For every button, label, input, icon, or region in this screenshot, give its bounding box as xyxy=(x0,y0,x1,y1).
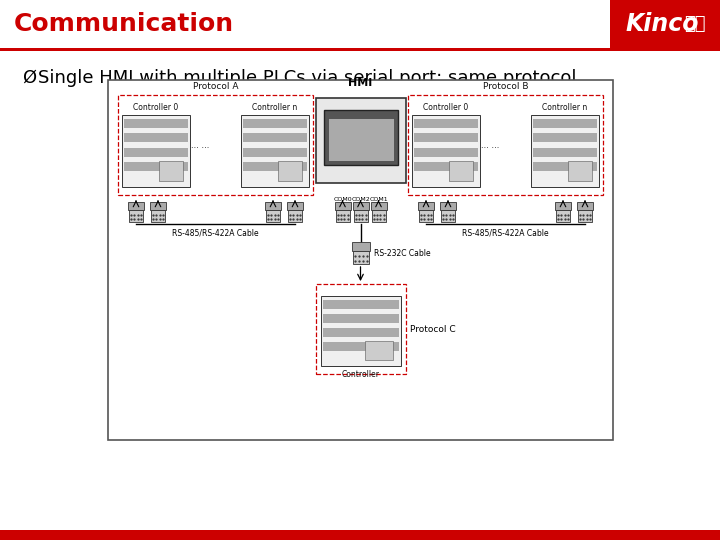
Text: Protocol A: Protocol A xyxy=(193,82,238,91)
Bar xyxy=(124,119,188,128)
Bar xyxy=(440,202,456,210)
Bar xyxy=(533,162,597,171)
Bar xyxy=(414,147,478,157)
Bar xyxy=(265,202,281,210)
Bar xyxy=(243,119,307,128)
Bar xyxy=(0,530,720,540)
Bar xyxy=(353,202,369,210)
Bar xyxy=(0,0,720,48)
Bar xyxy=(414,162,478,171)
Bar xyxy=(354,210,367,222)
Bar xyxy=(328,118,394,161)
Bar xyxy=(243,147,307,157)
Bar xyxy=(412,115,480,187)
Text: RS-485/RS-422A Cable: RS-485/RS-422A Cable xyxy=(462,228,549,237)
Bar xyxy=(556,210,570,222)
Bar xyxy=(129,210,143,222)
Bar xyxy=(568,161,592,181)
Bar xyxy=(323,110,397,165)
Bar xyxy=(351,242,369,251)
Text: COM1: COM1 xyxy=(369,197,388,202)
Text: ... ...: ... ... xyxy=(191,140,210,150)
Bar xyxy=(555,202,571,210)
Text: Protocol C: Protocol C xyxy=(410,325,455,334)
Bar xyxy=(279,161,302,181)
Bar xyxy=(315,98,405,183)
Text: Controller 0: Controller 0 xyxy=(423,103,469,112)
Bar xyxy=(122,115,190,187)
Text: RS-485/RS-422A Cable: RS-485/RS-422A Cable xyxy=(172,228,258,237)
Bar xyxy=(372,210,385,222)
Text: Single HMI with multiple PLCs via serial port: same protocol: Single HMI with multiple PLCs via serial… xyxy=(38,69,577,86)
Bar xyxy=(124,133,188,143)
Bar xyxy=(243,133,307,143)
Bar xyxy=(124,162,188,171)
Bar xyxy=(151,210,165,222)
Bar xyxy=(578,210,592,222)
Text: RS-232C Cable: RS-232C Cable xyxy=(374,249,431,259)
Bar xyxy=(418,202,434,210)
Bar xyxy=(533,147,597,157)
Bar xyxy=(414,119,478,128)
Bar xyxy=(288,210,302,222)
Bar xyxy=(128,202,144,210)
Text: Protocol B: Protocol B xyxy=(482,82,528,91)
Bar xyxy=(414,133,478,143)
Bar xyxy=(323,300,398,308)
Bar xyxy=(124,147,188,157)
Bar xyxy=(150,202,166,210)
Bar xyxy=(0,0,610,48)
Text: Controller n: Controller n xyxy=(542,103,588,112)
Bar xyxy=(336,210,349,222)
Bar xyxy=(323,328,398,336)
Text: Controller 0: Controller 0 xyxy=(133,103,179,112)
Bar xyxy=(118,95,313,195)
Bar xyxy=(371,202,387,210)
Bar xyxy=(266,210,280,222)
Bar xyxy=(323,314,398,322)
Bar xyxy=(241,115,309,187)
Bar xyxy=(533,133,597,143)
Text: COM2: COM2 xyxy=(351,197,370,202)
Bar xyxy=(335,202,351,210)
Text: COM0: COM0 xyxy=(333,197,352,202)
Bar xyxy=(419,210,433,222)
Bar xyxy=(449,161,473,181)
Bar xyxy=(243,162,307,171)
Text: Kinco: Kinco xyxy=(625,12,698,36)
Text: 步科: 步科 xyxy=(684,15,706,33)
Bar xyxy=(353,251,369,264)
Text: Communication: Communication xyxy=(14,12,234,36)
Bar xyxy=(315,284,405,374)
Text: HMI: HMI xyxy=(348,78,373,88)
Text: Ø: Ø xyxy=(22,69,36,86)
Bar xyxy=(323,342,398,350)
Bar xyxy=(159,161,183,181)
Text: Controller n: Controller n xyxy=(253,103,297,112)
Bar xyxy=(320,296,400,366)
Bar xyxy=(531,115,599,187)
Bar xyxy=(577,202,593,210)
Bar xyxy=(364,341,392,360)
Text: ... ...: ... ... xyxy=(481,140,499,150)
Bar xyxy=(533,119,597,128)
Bar xyxy=(0,48,720,51)
Bar xyxy=(108,80,613,440)
Bar xyxy=(408,95,603,195)
Bar xyxy=(287,202,303,210)
Text: Controller: Controller xyxy=(341,370,379,379)
Bar xyxy=(441,210,455,222)
